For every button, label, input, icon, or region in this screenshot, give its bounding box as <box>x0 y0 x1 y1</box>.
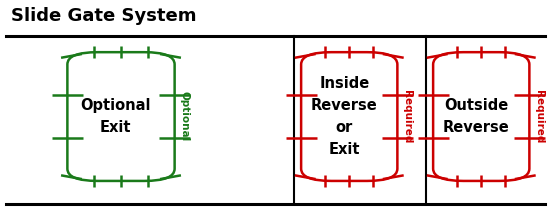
Text: Exit: Exit <box>329 142 360 157</box>
FancyBboxPatch shape <box>67 52 175 181</box>
Text: Required: Required <box>402 90 412 143</box>
Text: Reverse: Reverse <box>311 98 378 113</box>
Text: Exit: Exit <box>100 120 131 135</box>
Text: Slide Gate System: Slide Gate System <box>11 7 196 25</box>
Text: Optional: Optional <box>80 98 151 113</box>
Text: or: or <box>336 120 353 135</box>
FancyBboxPatch shape <box>433 52 529 181</box>
Text: Outside: Outside <box>444 98 509 113</box>
Text: Required: Required <box>534 90 544 143</box>
Text: Inside: Inside <box>320 76 370 91</box>
Text: Reverse: Reverse <box>443 120 510 135</box>
FancyBboxPatch shape <box>301 52 397 181</box>
Text: Optional: Optional <box>179 91 190 142</box>
